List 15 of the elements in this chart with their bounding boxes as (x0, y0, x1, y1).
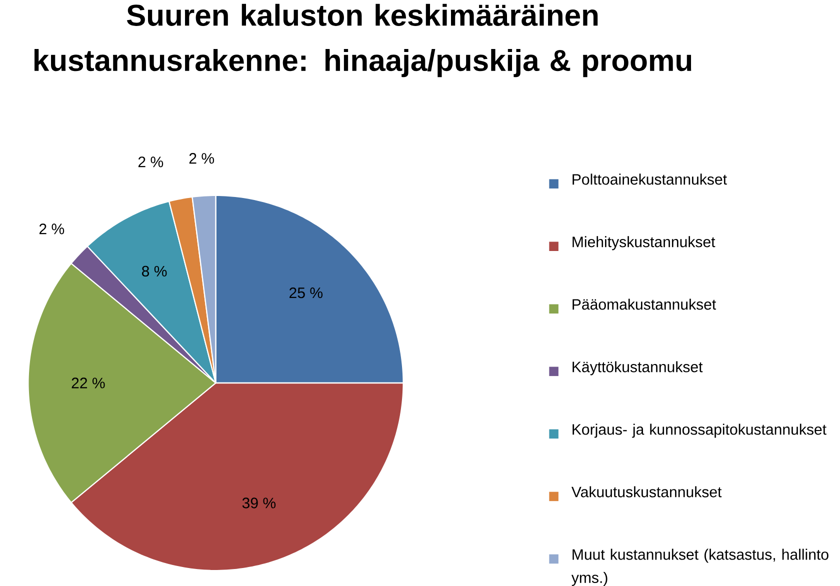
data-label: 2 % (189, 153, 214, 164)
data-label: 39 % (242, 498, 276, 508)
data-label: 2 % (39, 224, 64, 234)
legend-label: Käyttökustannukset (572, 361, 703, 376)
legend-label: Korjaus- ja kunnossapitokustannukset (572, 424, 826, 438)
data-label: 25 % (290, 287, 323, 298)
legend-label: Miehityskustannukset (572, 236, 716, 250)
legend-label: Vakuutuskustannukset (571, 486, 722, 498)
data-label: 8 % (142, 266, 167, 277)
data-label: 2 % (138, 156, 164, 168)
legend-label: Muut kustannukset (katsastus, hallinto yms.) (571, 548, 828, 586)
chart-title: Suuren kaluston keskimääräinen kustannusrakenne: hinaaja/puskija & proomu (34, 4, 692, 78)
data-label: 22 % (72, 378, 105, 388)
legend-label: Polttoainekustannukset (572, 174, 727, 185)
legend-label: Pääomakustannukset (572, 298, 716, 310)
